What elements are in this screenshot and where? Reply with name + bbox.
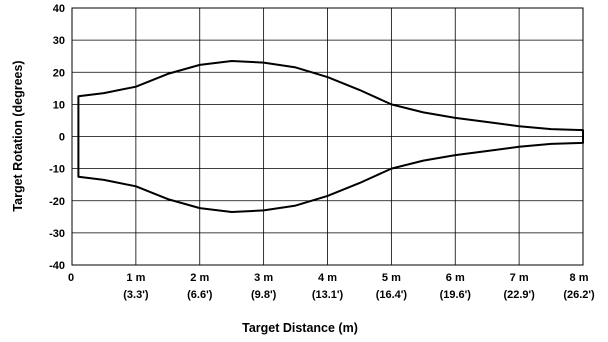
grid xyxy=(71,7,584,266)
y-tick-label: -40 xyxy=(49,260,65,272)
x-tick-labels: 0 1 m (3.3') 2 m (6.6') 3 m (9.8') 4 m (13.1') 5 … xyxy=(68,272,595,301)
x-tick-sublabel: (13.1') xyxy=(312,289,344,301)
x-tick-sublabel: (9.8') xyxy=(251,289,277,301)
x-tick-label: 0 xyxy=(68,272,74,284)
x-tick-label: 3 m xyxy=(254,272,273,284)
x-tick-label: 4 m xyxy=(318,272,337,284)
y-tick-label: 0 xyxy=(59,132,65,144)
x-tick-label: 5 m xyxy=(382,272,401,284)
x-tick-sublabel: (6.6') xyxy=(187,289,213,301)
x-tick-label: 8 m xyxy=(570,272,589,284)
x-tick-label: 7 m xyxy=(510,272,529,284)
y-tick-label: 10 xyxy=(53,99,65,111)
x-tick-sublabel: (3.3') xyxy=(123,289,149,301)
y-tick-label: -20 xyxy=(49,196,65,208)
x-tick-label: 2 m xyxy=(190,272,209,284)
x-tick-sublabel: (22.9') xyxy=(503,289,535,301)
y-tick-label: 20 xyxy=(53,67,65,79)
y-tick-label: 30 xyxy=(53,35,65,47)
y-tick-label: 40 xyxy=(53,3,65,15)
y-tick-labels: 40 30 20 10 0 -10 -20 -30 -40 xyxy=(49,3,65,272)
x-tick-sublabel: (19.6') xyxy=(440,289,472,301)
x-tick-sublabel: (16.4') xyxy=(376,289,408,301)
x-tick-sublabel: (26.2') xyxy=(563,289,595,301)
y-axis-title: Target Rotation (degrees) xyxy=(11,60,25,211)
x-axis-title: Target Distance (m) xyxy=(242,321,358,335)
y-tick-label: -10 xyxy=(49,164,65,176)
y-tick-label: -30 xyxy=(49,228,65,240)
x-tick-label: 6 m xyxy=(446,272,465,284)
plot-frame xyxy=(71,7,584,266)
x-tick-label: 1 m xyxy=(126,272,145,284)
